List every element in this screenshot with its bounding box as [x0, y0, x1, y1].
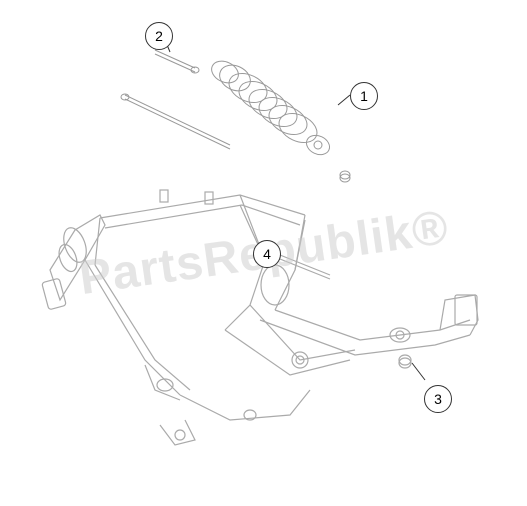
callout-1: 1: [350, 82, 378, 110]
callout-2-label: 2: [155, 28, 163, 44]
callout-3-label: 3: [434, 391, 442, 407]
callout-1-label: 1: [360, 88, 368, 104]
callout-4: 4: [253, 240, 281, 268]
callout-4-label: 4: [263, 246, 271, 262]
callout-3: 3: [424, 385, 452, 413]
parts-diagram: PartsRepublik® 1 2 3 4: [0, 0, 527, 506]
callout-2: 2: [145, 22, 173, 50]
